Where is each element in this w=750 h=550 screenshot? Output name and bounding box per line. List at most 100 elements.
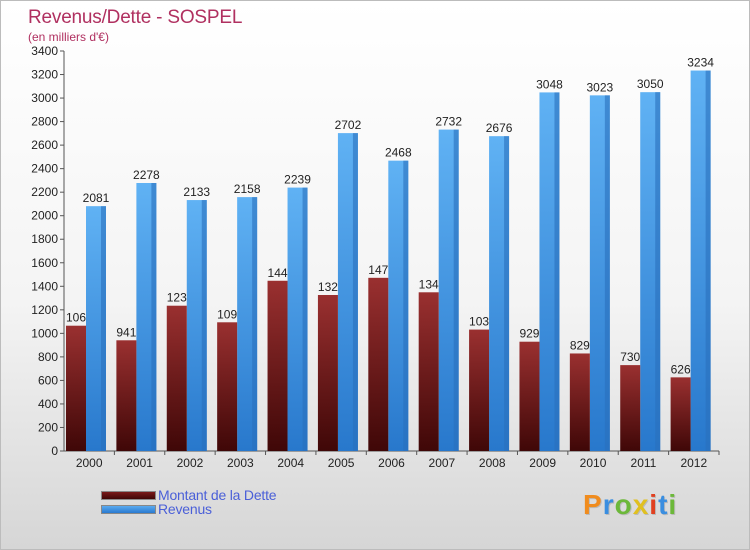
y-tick-label: 3000 [31,91,58,105]
bar-debt [569,353,590,451]
y-tick-label: 600 [38,373,58,387]
y-tick-label: 1000 [31,326,58,340]
bar-debt [469,329,490,451]
value-label-debt: 147 [368,263,388,277]
value-label-debt: 730 [620,350,640,364]
value-label-revenue: 2468 [385,146,412,160]
x-tick-label: 2003 [227,456,254,470]
x-tick-label: 2011 [631,456,657,470]
value-label-revenue: 3234 [687,56,714,70]
value-label-revenue: 2676 [486,121,513,135]
value-label-debt: 626 [671,362,691,376]
legend-item-revenue: Revenus [101,501,212,517]
value-label-revenue: 2081 [83,191,110,205]
y-tick-label: 1200 [31,303,58,317]
y-tick-label: 3400 [31,44,58,58]
value-label-revenue: 2239 [284,173,311,187]
y-tick-label: 2800 [31,115,58,129]
value-label-revenue: 2702 [335,118,362,132]
logo-letter: P [583,489,603,520]
x-tick-label: 2005 [328,456,355,470]
y-tick-label: 1400 [31,279,58,293]
value-label-revenue: 2158 [234,182,261,196]
y-tick-label: 3200 [31,68,58,82]
x-tick-label: 2008 [479,456,506,470]
x-tick-label: 2009 [529,456,556,470]
bar-debt [166,305,187,451]
legend-swatch-debt [101,490,156,500]
value-label-revenue: 3023 [586,80,613,94]
value-label-debt: 132 [318,280,338,294]
logo-letter: r [602,489,615,520]
x-tick-label: 2004 [277,456,304,470]
bar-debt [66,325,86,451]
value-label-debt: 144 [268,266,288,280]
logo-letter: x [632,489,650,520]
logo-letter: o [614,489,633,520]
legend-label-revenue: Revenus [158,501,212,517]
bar-revenue-shade [453,129,459,451]
chart-subtitle: (en milliers d'€) [28,30,109,44]
y-tick-label: 200 [38,420,58,434]
bar-debt [418,292,439,451]
y-tick-label: 2200 [31,185,58,199]
bar-revenue-shade [302,187,308,451]
bar-revenue-shade [705,70,711,451]
bar-revenue-shade [352,133,358,451]
bar-debt [519,341,540,451]
y-tick-label: 1600 [31,256,58,270]
bars [66,70,711,452]
proxiti-logo: Proxiti [583,489,677,521]
bar-revenue-shade [151,183,157,451]
bar-debt [670,377,691,451]
legend-swatch-revenue [101,504,156,514]
y-tick-label: 800 [38,350,58,364]
value-label-revenue: 2732 [435,115,462,129]
x-tick-label: 2010 [580,456,607,470]
bar-revenue-shade [655,92,661,452]
x-tick-label: 2002 [177,456,204,470]
y-tick-label: 2600 [31,138,58,152]
y-tick-label: 2400 [31,162,58,176]
bar-revenue-shade [604,95,610,452]
bar-debt [368,277,389,451]
bar-revenue-shade [201,200,207,451]
bar-debt [620,365,641,451]
value-label-debt: 103 [469,315,489,329]
y-tick-label: 0 [51,444,58,458]
bar-revenue-shade [101,206,106,451]
y-tick-label: 400 [38,397,58,411]
value-label-revenue: 2278 [133,168,160,182]
value-label-debt: 941 [116,325,136,339]
logo-letter: i [668,489,678,520]
bar-debt [116,340,137,451]
value-label-debt: 123 [167,291,187,305]
bar-revenue-shade [504,136,510,452]
x-tick-label: 2007 [429,456,456,470]
x-tick-label: 2006 [378,456,405,470]
value-label-debt: 929 [519,327,539,341]
value-label-revenue: 2133 [183,185,210,199]
value-label-revenue: 3050 [637,77,664,91]
value-label-debt: 829 [570,338,590,352]
value-labels: 2081 106 2278 941 2133 123 2158 109 2239 144 2702 1… [66,56,714,377]
chart-title: Revenus/Dette - SOSPEL [28,7,243,28]
bar-debt [317,295,338,451]
y-tick-label: 2000 [31,209,58,223]
value-label-debt: 134 [419,277,439,291]
bar-debt [217,322,238,451]
bar-revenue-shade [554,92,560,451]
bar-revenue-shade [252,197,258,451]
x-tick-label: 2001 [126,456,153,470]
legend-item-debt: Montant de la Dette [101,487,277,503]
logo-letter: t [658,489,669,520]
logo-letter: i [649,489,659,520]
value-label-debt: 106 [66,311,86,325]
x-tick-label: 2000 [76,456,103,470]
value-label-revenue: 3048 [536,77,563,91]
legend-label-debt: Montant de la Dette [158,487,277,503]
x-tick-label: 2012 [680,456,707,470]
bar-revenue-shade [403,160,409,451]
